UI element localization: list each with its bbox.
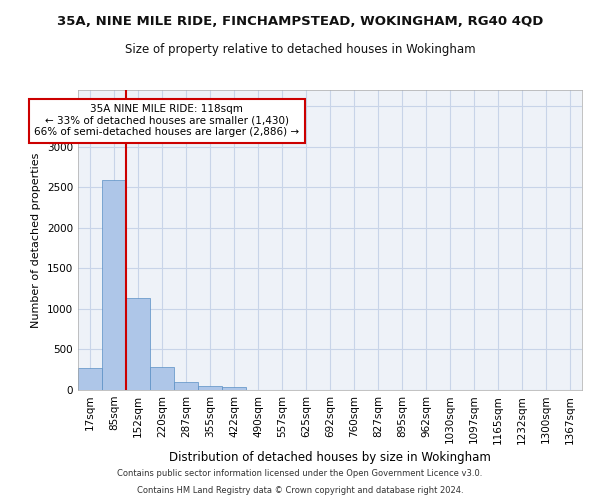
Y-axis label: Number of detached properties: Number of detached properties xyxy=(31,152,41,328)
Text: 35A NINE MILE RIDE: 118sqm
← 33% of detached houses are smaller (1,430)
66% of s: 35A NINE MILE RIDE: 118sqm ← 33% of deta… xyxy=(34,104,299,138)
Bar xyxy=(78,368,102,390)
Text: Size of property relative to detached houses in Wokingham: Size of property relative to detached ho… xyxy=(125,42,475,56)
Text: 35A, NINE MILE RIDE, FINCHAMPSTEAD, WOKINGHAM, RG40 4QD: 35A, NINE MILE RIDE, FINCHAMPSTEAD, WOKI… xyxy=(57,15,543,28)
Text: Contains HM Land Registry data © Crown copyright and database right 2024.: Contains HM Land Registry data © Crown c… xyxy=(137,486,463,495)
Bar xyxy=(174,382,198,390)
Bar xyxy=(150,367,174,390)
Bar xyxy=(102,180,126,390)
X-axis label: Distribution of detached houses by size in Wokingham: Distribution of detached houses by size … xyxy=(169,450,491,464)
Bar xyxy=(198,386,222,390)
Text: Contains public sector information licensed under the Open Government Licence v3: Contains public sector information licen… xyxy=(118,468,482,477)
Bar xyxy=(222,387,246,390)
Bar xyxy=(126,298,150,390)
